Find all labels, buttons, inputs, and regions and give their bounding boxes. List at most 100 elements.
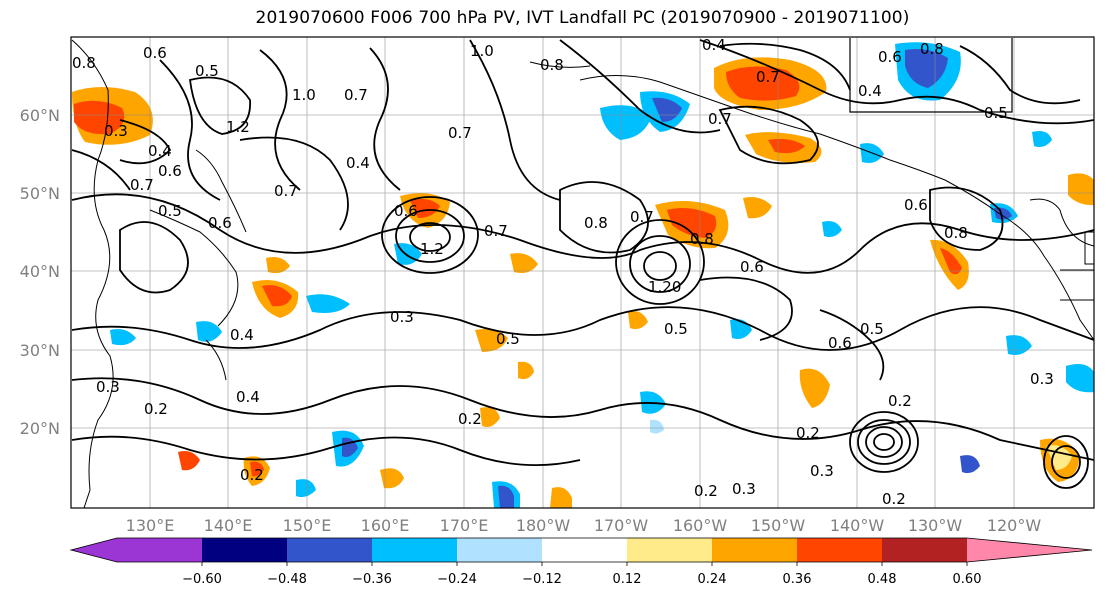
lon-tick-label: 170°E [440,516,489,535]
lat-tick-label: 40°N [20,262,60,281]
contour-label: 0.8 [540,56,564,74]
colorbar-tick-label: −0.36 [352,572,392,587]
colorbar-tick-label: −0.48 [267,572,307,587]
contour-label: 0.8 [690,230,714,248]
contour-label: 0.8 [584,214,608,232]
lat-tick-label: 20°N [20,419,60,438]
lon-tick-label: 160°W [673,516,728,535]
lon-tick-label: 120°W [987,516,1042,535]
colorbar-segment [712,538,797,562]
contour-label: 0.2 [882,490,906,508]
colorbar-segment [457,538,542,562]
contour-label: 0.8 [920,40,944,58]
contour-label: 0.5 [984,104,1008,122]
lon-tick-label: 160°E [361,516,410,535]
contour-label: 0.2 [796,424,820,442]
map-title: 2019070600 F006 700 hPa PV, IVT Landfall… [255,8,910,28]
colorbar-ticks [201,562,968,566]
contour-label: 0.3 [96,378,120,396]
contour-label: 0.5 [664,320,688,338]
colorbar-tick-label: 0.48 [868,572,897,587]
contour-label: 1.0 [292,86,316,104]
map-frame [70,36,1095,509]
shaded-anomaly-field [72,42,1094,508]
contour-label: 1.0 [470,42,494,60]
contour-label: 0.5 [496,330,520,348]
contour-label: 0.2 [240,466,264,484]
contour-label: 0.7 [708,110,732,128]
lat-tick-label: 50°N [20,184,60,203]
colorbar-tick-label: 0.12 [613,572,642,587]
lon-tick-label: 150°W [751,516,806,535]
contour-label: 0.7 [344,86,368,104]
colorbar-outline [69,537,1093,563]
contour-label: 0.4 [236,388,260,406]
contour-label: 0.2 [458,410,482,428]
contour-label: 0.5 [158,202,182,220]
contour-label: 0.7 [756,68,780,86]
contour-label: 0.7 [484,222,508,240]
contour-label: 0.6 [740,258,764,276]
pv-contours [71,39,1094,489]
colorbar-tick-label: −0.24 [437,572,477,587]
contour-label: 0.3 [104,122,128,140]
colorbar-segment [627,538,712,562]
contour-label-group: 0.6 0.5 1.0 0.8 0.4 0.8 0.6 0.7 0.5 0.8 … [72,36,1054,508]
colorbar-tick-label: 0.24 [698,572,727,587]
coastlines [71,38,1094,508]
contour-label: 0.6 [208,214,232,232]
contour-label: 0.7 [630,208,654,226]
colorbar-tick-label: −0.60 [182,572,222,587]
contour-label: 0.2 [888,392,912,410]
contour-label: 1.2 [226,118,250,136]
graticule [71,37,1094,508]
lon-tick-label: 180°W [516,516,571,535]
colorbar-tick-label: 0.60 [953,572,982,587]
lon-tick-label: 140°E [204,516,253,535]
contour-label: 0.3 [390,308,414,326]
contour-label: 0.4 [230,326,254,344]
colorbar-tick-label: −0.12 [522,572,562,587]
lat-tick-label: 60°N [20,106,60,125]
lon-tick-label: 140°W [830,516,885,535]
contour-label: 0.2 [694,482,718,500]
longitude-axis: 130°E 140°E 150°E 160°E 170°E 180°W 170°… [126,516,1042,535]
contour-label: 0.3 [732,480,756,498]
lon-tick-label: 150°E [283,516,332,535]
contour-label: 0.3 [810,462,834,480]
contour-label: 0.7 [448,124,472,142]
lat-tick-label: 30°N [20,341,60,360]
colorbar-min-extend [71,538,117,562]
contour-label: 0.4 [702,36,726,54]
colorbar: −0.60 −0.48 −0.36 −0.24 −0.12 0.12 0.24 … [69,537,1093,587]
contour-label: 0.8 [944,224,968,242]
contour-label: 0.2 [144,400,168,418]
colorbar-segment [372,538,457,562]
contour-label: 0.6 [878,48,902,66]
colorbar-segment [117,538,202,562]
contour-label: 1.20 [648,278,681,296]
latitude-axis: 60°N 50°N 40°N 30°N 20°N [20,106,60,438]
contour-label: 0.7 [130,176,154,194]
colorbar-segment [202,538,287,562]
colorbar-segment [287,538,372,562]
contour-label: 0.7 [274,182,298,200]
lon-tick-label: 130°W [908,516,963,535]
colorbar-max-extend [967,538,1092,562]
contour-label: 1.2 [420,240,444,258]
contour-label: 0.6 [904,196,928,214]
colorbar-tick-label: 0.36 [783,572,812,587]
contour-label: 0.4 [858,82,882,100]
contour-label: 0.4 [148,142,172,160]
contour-label: 0.5 [860,320,884,338]
lon-tick-label: 170°W [594,516,649,535]
contour-label: 0.6 [158,162,182,180]
colorbar-segment [542,538,627,562]
colorbar-segment [797,538,882,562]
contour-label: 0.3 [1030,370,1054,388]
lon-tick-label: 130°E [126,516,175,535]
contour-label: 0.6 [143,44,167,62]
contour-label: 0.6 [394,202,418,220]
colorbar-segment [882,538,967,562]
